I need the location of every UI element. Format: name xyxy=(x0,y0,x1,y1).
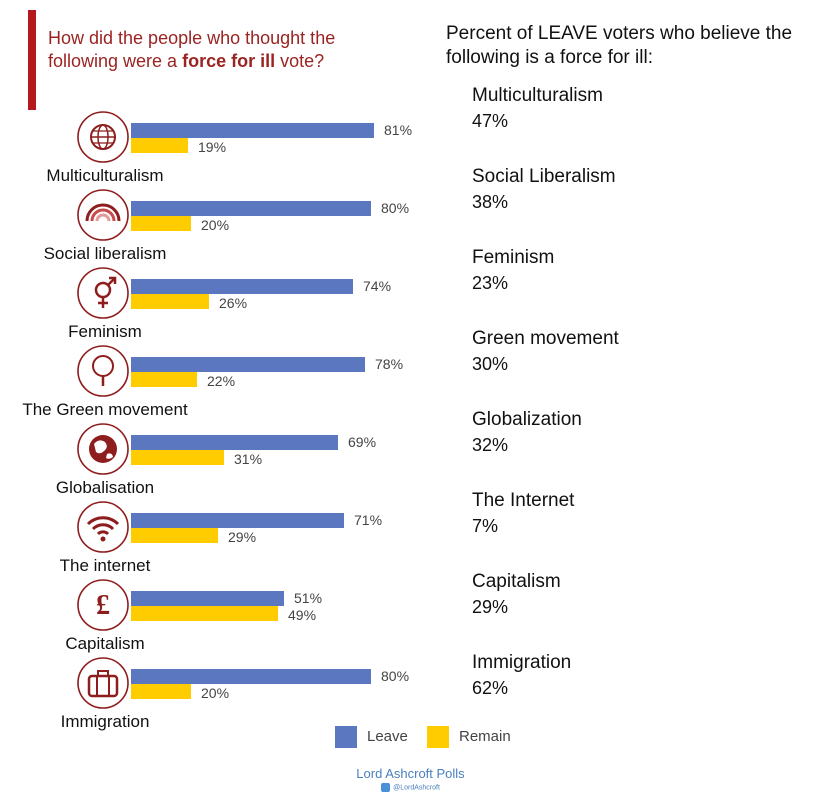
leave-value-label: 78% xyxy=(375,356,403,372)
leave-stat-item: Green movement 30% xyxy=(472,327,619,377)
world-map-icon xyxy=(89,435,117,463)
category-icon-ring xyxy=(77,501,129,553)
remain-bar xyxy=(131,294,209,309)
remain-value-label: 29% xyxy=(228,529,256,545)
leave-bar xyxy=(131,201,371,216)
category-label: Immigration xyxy=(61,712,150,731)
leave-stat-item: Multiculturalism 47% xyxy=(472,84,603,134)
remain-bar xyxy=(131,528,218,543)
leave-bar xyxy=(131,591,284,606)
leave-stat-label: Feminism xyxy=(472,247,555,268)
svg-text:£: £ xyxy=(96,590,110,621)
leave-value-label: 51% xyxy=(294,590,322,606)
leave-bar xyxy=(131,669,371,684)
leave-stat-label: Green movement xyxy=(472,328,619,349)
leave-panel-title: Percent of LEAVE voters who believe the … xyxy=(446,23,793,68)
remain-value-label: 19% xyxy=(198,139,226,155)
remain-bar xyxy=(131,606,278,621)
leave-stat-item: Capitalism 29% xyxy=(472,570,561,620)
category-label: Capitalism xyxy=(65,634,144,653)
twitter-icon xyxy=(381,783,391,792)
category-icon-ring xyxy=(77,345,129,397)
leave-bar xyxy=(131,435,338,450)
globe-icon xyxy=(90,124,116,150)
leave-bar xyxy=(131,513,344,528)
leave-bar xyxy=(131,279,353,294)
leave-stat-label: Multiculturalism xyxy=(472,85,603,106)
twitter-handle: @LordAshcroft xyxy=(0,783,821,792)
remain-bar xyxy=(131,450,224,465)
leave-stat-value: 38% xyxy=(472,192,509,212)
category-label: Globalisation xyxy=(56,478,154,497)
legend-remain-label: Remain xyxy=(459,727,511,745)
legend-remain: Remain xyxy=(427,726,511,748)
leave-stat-label: Globalization xyxy=(472,409,582,430)
source-name: Lord Ashcroft Polls xyxy=(356,766,465,781)
remain-bar xyxy=(131,138,188,153)
category-label: Social liberalism xyxy=(44,244,167,263)
leave-stat-label: Immigration xyxy=(472,652,572,673)
leave-stat-value: 7% xyxy=(472,516,499,536)
leave-stat-label: Capitalism xyxy=(472,571,561,592)
leave-value-label: 69% xyxy=(348,434,376,450)
remain-value-label: 22% xyxy=(207,373,235,389)
tree-icon xyxy=(92,355,114,386)
title-accent-bar xyxy=(28,10,36,110)
wifi-icon xyxy=(86,516,120,542)
category-icon-ring xyxy=(77,579,129,631)
leave-bar xyxy=(131,357,365,372)
pound-sign-icon: £ xyxy=(96,590,110,621)
source-credit: Lord Ashcroft Polls @LordAshcroft xyxy=(0,766,821,792)
chart-title: How did the people who thought the follo… xyxy=(48,28,336,71)
leave-stat-item: The Internet 7% xyxy=(472,489,574,539)
leave-stat-value: 23% xyxy=(472,273,509,293)
leave-bar xyxy=(131,123,374,138)
leave-stat-label: Social Liberalism xyxy=(472,166,616,187)
briefcase-icon xyxy=(87,670,119,698)
legend-leave-swatch xyxy=(335,726,357,748)
category-label: The internet xyxy=(60,556,151,575)
leave-stat-item: Globalization 32% xyxy=(472,408,582,458)
leave-stat-item: Immigration 62% xyxy=(472,651,571,701)
category-icon-ring xyxy=(77,267,129,319)
leave-value-label: 74% xyxy=(363,278,391,294)
leave-value-label: 80% xyxy=(381,668,409,684)
remain-value-label: 49% xyxy=(288,607,316,623)
remain-value-label: 20% xyxy=(201,217,229,233)
leave-stat-value: 29% xyxy=(472,597,509,617)
leave-stat-item: Social Liberalism 38% xyxy=(472,165,616,215)
remain-value-label: 20% xyxy=(201,685,229,701)
leave-stat-value: 62% xyxy=(472,678,509,698)
category-label: Feminism xyxy=(68,322,142,341)
leave-value-label: 80% xyxy=(381,200,409,216)
category-label: Multiculturalism xyxy=(46,166,163,185)
rainbow-icon xyxy=(85,203,121,222)
twitter-handle-text: @LordAshcroft xyxy=(393,784,440,792)
leave-stat-item: Feminism 23% xyxy=(472,246,554,296)
legend-remain-swatch xyxy=(427,726,449,748)
leave-stat-value: 32% xyxy=(472,435,509,455)
leave-stat-label: The Internet xyxy=(472,490,575,511)
leave-stat-value: 30% xyxy=(472,354,509,374)
legend-leave: Leave xyxy=(335,726,408,748)
leave-voters-panel: Percent of LEAVE voters who believe the … xyxy=(446,22,816,698)
remain-value-label: 31% xyxy=(234,451,262,467)
remain-value-label: 26% xyxy=(219,295,247,311)
remain-bar xyxy=(131,372,197,387)
leave-stat-value: 47% xyxy=(472,111,509,131)
legend-leave-label: Leave xyxy=(367,727,408,745)
category-icon-ring xyxy=(77,657,129,709)
remain-bar xyxy=(131,216,191,231)
category-label: The Green movement xyxy=(22,400,188,419)
gender-symbol-icon xyxy=(94,276,117,308)
leave-value-label: 71% xyxy=(354,512,382,528)
remain-bar xyxy=(131,684,191,699)
leave-value-label: 81% xyxy=(384,122,412,138)
